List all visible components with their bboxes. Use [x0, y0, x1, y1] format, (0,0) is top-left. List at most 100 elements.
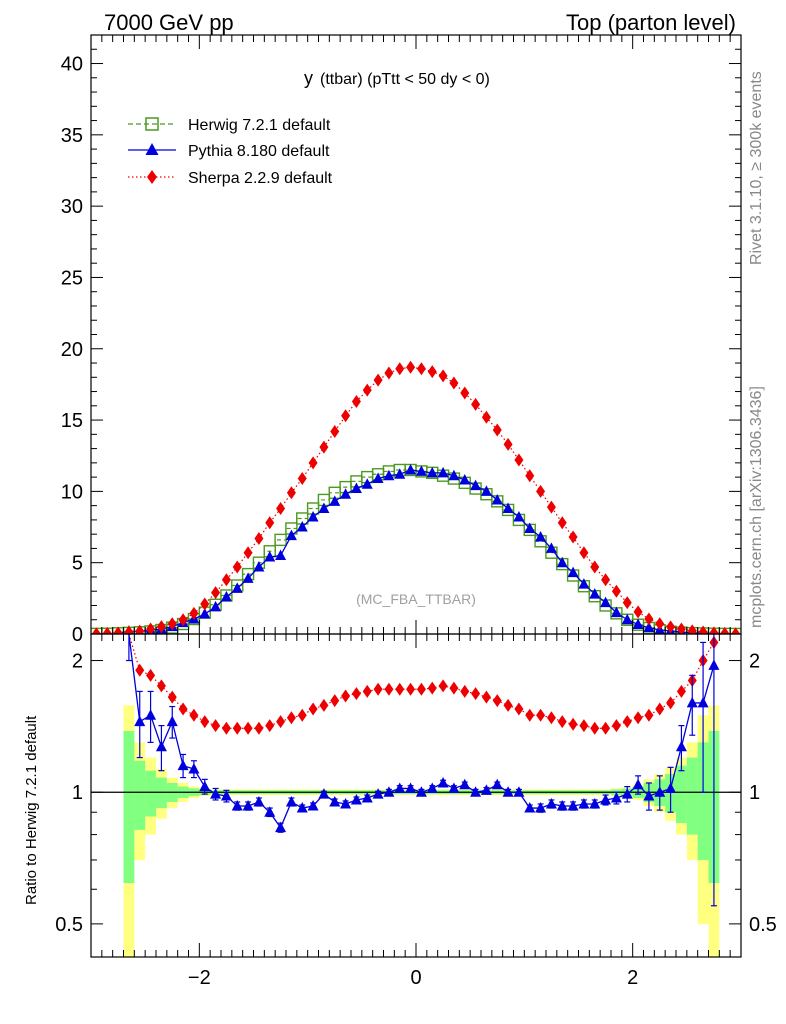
sherpa-point [557, 516, 567, 530]
legend-sherpa-label: Sherpa 2.2.9 default [188, 170, 333, 187]
sherpa-ratio-point [395, 682, 405, 696]
sherpa-point [384, 366, 394, 380]
pythia-ratio-point [275, 821, 287, 833]
sherpa-ratio-point [135, 663, 145, 677]
sherpa-ratio-point [362, 684, 372, 698]
pythia-point [426, 466, 438, 478]
sherpa-point [395, 362, 405, 376]
sherpa-ratio-point [276, 715, 286, 729]
pythia-ratio-point [134, 715, 146, 727]
pythia-ratio-point [394, 782, 406, 793]
pythia-point [231, 582, 243, 593]
ratio-ytick-label-right: 0.5 [749, 914, 777, 936]
sherpa-ratio-point [308, 702, 318, 716]
pythia-ratio-point [426, 782, 438, 793]
sherpa-point [102, 626, 112, 634]
sherpa-point [720, 626, 730, 634]
band-inner-bin [697, 742, 709, 860]
pythia-ratio-point [145, 709, 157, 720]
pythia-point [318, 502, 330, 513]
pythia-point [350, 482, 362, 494]
ratio-ytick-label-right: 2 [749, 651, 760, 673]
band-inner-bin [686, 757, 698, 835]
sherpa-ratio-point [546, 711, 556, 725]
pythia-ratio-point [708, 659, 720, 670]
pythia-ratio-point [296, 802, 308, 813]
band-inner-bin [123, 731, 135, 884]
sherpa-point [167, 617, 177, 631]
pythia-ratio-point [491, 778, 503, 790]
pythia-ratio-point [589, 797, 601, 809]
pythia-ratio-point [459, 778, 471, 790]
pythia-point [578, 578, 590, 589]
sherpa-ratio-point [373, 682, 383, 696]
sherpa-ratio-point [200, 715, 210, 729]
main-ytick-label: 35 [61, 125, 83, 147]
sherpa-point [568, 530, 578, 544]
mcplots-label: mcplots.cern.ch [arXiv:1306.3436] [748, 386, 765, 628]
rivet-label: Rivet 3.1.10, ≥ 300k events [748, 71, 765, 265]
sherpa-point [579, 546, 589, 560]
pythia-point [448, 469, 460, 481]
sherpa-point [438, 369, 448, 383]
pythia-ratio-point [231, 799, 243, 811]
pythia-point [372, 472, 384, 484]
sherpa-ratio-point [330, 694, 340, 708]
sherpa-ratio-point [427, 681, 437, 695]
pythia-point [340, 488, 352, 499]
band-inner-bin [676, 765, 687, 824]
sherpa-point [135, 624, 145, 634]
sherpa-ratio-point [167, 690, 177, 704]
main-ytick-label: 0 [72, 624, 83, 646]
sherpa-ratio-point [416, 682, 426, 696]
pythia-ratio-point [448, 782, 460, 793]
sherpa-point [492, 423, 502, 437]
sherpa-point [113, 626, 123, 634]
main-ytick-label: 25 [61, 267, 83, 289]
sherpa-point [481, 410, 491, 424]
pythia-ratio-point [556, 799, 568, 811]
pythia-ratio-point [470, 786, 482, 797]
pythia-ratio-point [578, 797, 590, 809]
sherpa-ratio-point [438, 679, 448, 693]
pythia-point [589, 588, 601, 599]
sherpa-point [319, 440, 329, 454]
sherpa-ratio-point [481, 690, 491, 704]
pythia-ratio-point [437, 776, 449, 788]
pythia-point [275, 549, 287, 561]
sherpa-ratio-point [286, 711, 296, 725]
pythia-ratio-point [513, 786, 525, 797]
pythia-point [361, 478, 373, 489]
sherpa-point [286, 486, 296, 500]
pythia-point [567, 566, 579, 578]
sherpa-point [211, 586, 221, 600]
sherpa-point [633, 605, 643, 619]
pythia-point [199, 608, 211, 619]
sherpa-point [622, 596, 632, 610]
sherpa-point [265, 516, 275, 530]
sherpa-point [351, 395, 361, 409]
legend-pythia-marker [145, 143, 159, 155]
pythia-ratio-point [415, 786, 427, 797]
sherpa-ratio-point [243, 721, 253, 735]
sherpa-ratio-point [319, 698, 329, 712]
band-inner-bin [134, 760, 146, 830]
pythia-ratio-point [643, 790, 655, 801]
sherpa-point [276, 501, 286, 515]
pythia-point [513, 511, 525, 522]
sherpa-ratio-point [557, 715, 567, 729]
sherpa-point [362, 383, 372, 397]
pythia-ratio-point [210, 788, 222, 799]
pythia-point [610, 606, 622, 618]
sherpa-point [330, 424, 340, 438]
sherpa-point [666, 620, 676, 634]
sherpa-point [590, 560, 600, 574]
legend-herwig-marker [145, 117, 159, 131]
sherpa-ratio-point [676, 684, 686, 698]
pythia-point [383, 469, 395, 481]
sherpa-point [460, 386, 470, 400]
sherpa-point [525, 469, 535, 483]
pythia-point [556, 556, 568, 568]
pythia-ratio-point [188, 762, 200, 774]
sherpa-point [416, 362, 426, 376]
